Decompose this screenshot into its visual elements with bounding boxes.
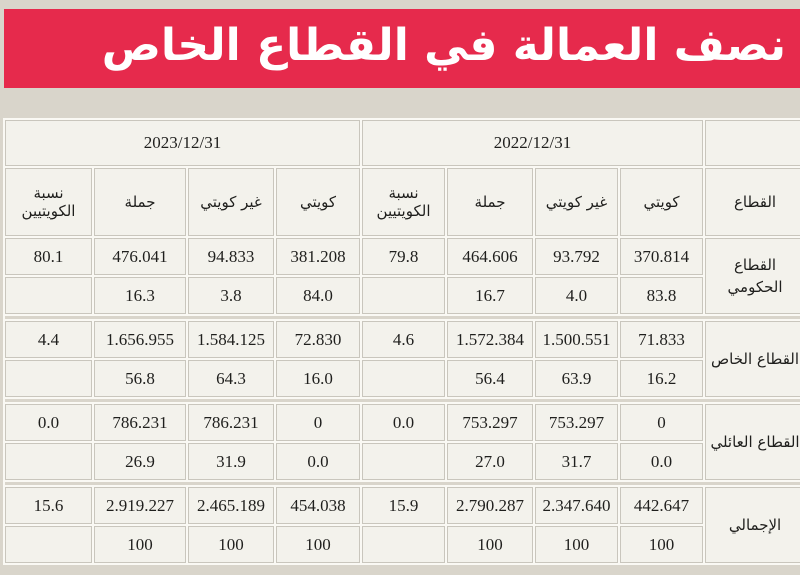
value-cell: 16.7 (447, 277, 534, 314)
value-cell: 4.0 (535, 277, 619, 314)
empty-cell (362, 277, 446, 314)
value-cell: 100 (188, 526, 275, 563)
value-cell: 72.830 (276, 321, 361, 358)
value-cell: 31.9 (188, 443, 275, 480)
value-cell: 0.0 (362, 404, 446, 441)
value-cell: 1.500.551 (535, 321, 619, 358)
employment-table-wrapper: 2022/12/31 2023/12/31 القطاع كويتي غير ك… (3, 118, 800, 565)
empty-cell (362, 526, 446, 563)
value-cell: 0 (276, 404, 361, 441)
value-cell: 442.647 (620, 487, 704, 524)
value-cell: 786.231 (188, 404, 275, 441)
value-cell: 16.3 (94, 277, 187, 314)
table-row-government-shares: 83.8 4.0 16.7 84.0 3.8 16.3 (5, 277, 800, 314)
value-cell: 83.8 (620, 277, 704, 314)
column-header-kuwaiti-2022: كويتي (620, 168, 704, 236)
value-cell: 753.297 (535, 404, 619, 441)
table-row-government-counts: القطاع الحكومي 370.814 93.792 464.606 79… (5, 238, 800, 314)
value-cell: 79.8 (362, 238, 446, 275)
value-cell: 100 (94, 526, 187, 563)
value-cell: 476.041 (94, 238, 187, 275)
value-cell: 2.347.640 (535, 487, 619, 524)
value-cell: 2.790.287 (447, 487, 534, 524)
value-cell: 4.6 (362, 321, 446, 358)
sector-label-family: القطاع العائلي (705, 404, 800, 480)
table-row-private-shares: 16.2 63.9 56.4 16.0 64.3 56.8 (5, 360, 800, 397)
value-cell: 100 (276, 526, 361, 563)
value-cell: 16.2 (620, 360, 704, 397)
table-row-total-counts: الإجمالي 442.647 2.347.640 2.790.287 15.… (5, 487, 800, 563)
empty-cell (362, 360, 446, 397)
value-cell: 71.833 (620, 321, 704, 358)
value-cell: 786.231 (94, 404, 187, 441)
value-cell: 464.606 (447, 238, 534, 275)
value-cell: 31.7 (535, 443, 619, 480)
value-cell: 4.4 (5, 321, 93, 358)
column-header-kuwaiti-2023: كويتي (276, 168, 361, 236)
value-cell: 15.9 (362, 487, 446, 524)
empty-cell (5, 526, 93, 563)
value-cell: 94.833 (188, 238, 275, 275)
value-cell: 27.0 (447, 443, 534, 480)
sector-label-government: القطاع الحكومي (705, 238, 800, 314)
value-cell: 381.208 (276, 238, 361, 275)
value-cell: 0.0 (5, 404, 93, 441)
value-cell: 0 (620, 404, 704, 441)
column-header-kuwaiti-pct-2022: نسبة الكويتيين (362, 168, 446, 236)
value-cell: 56.4 (447, 360, 534, 397)
year-header-row: 2022/12/31 2023/12/31 (5, 120, 800, 166)
group-separator (5, 399, 800, 402)
table-row-family-shares: 0.0 31.7 27.0 0.0 31.9 26.9 (5, 443, 800, 480)
value-cell: 370.814 (620, 238, 704, 275)
value-cell: 0.0 (620, 443, 704, 480)
column-header-total-2022: جملة (447, 168, 534, 236)
value-cell: 16.0 (276, 360, 361, 397)
column-header-kuwaiti-pct-2023: نسبة الكويتيين (5, 168, 93, 236)
group-separator (5, 316, 800, 319)
empty-cell (5, 277, 93, 314)
year-header-2022: 2022/12/31 (362, 120, 704, 166)
empty-cell (5, 443, 93, 480)
value-cell: 100 (447, 526, 534, 563)
column-header-sector: القطاع (705, 168, 800, 236)
value-cell: 2.919.227 (94, 487, 187, 524)
value-cell: 15.6 (5, 487, 93, 524)
column-header-non-kuwaiti-2022: غير كويتي (535, 168, 619, 236)
headline-title: نصف العمالة في القطاع الخاص (101, 19, 787, 71)
headline-banner: نصف العمالة في القطاع الخاص (4, 9, 800, 88)
table-row-private-counts: القطاع الخاص 71.833 1.500.551 1.572.384 … (5, 321, 800, 397)
value-cell: 100 (535, 526, 619, 563)
corner-cell (705, 120, 800, 166)
value-cell: 1.656.955 (94, 321, 187, 358)
sector-label-private: القطاع الخاص (705, 321, 800, 397)
value-cell: 0.0 (276, 443, 361, 480)
value-cell: 1.572.384 (447, 321, 534, 358)
group-separator (5, 482, 800, 485)
empty-cell (362, 443, 446, 480)
value-cell: 63.9 (535, 360, 619, 397)
table-row-family-counts: القطاع العائلي 0 753.297 753.297 0.0 0 7… (5, 404, 800, 480)
employment-table: 2022/12/31 2023/12/31 القطاع كويتي غير ك… (3, 118, 800, 565)
table-row-total-shares: 100 100 100 100 100 100 (5, 526, 800, 563)
value-cell: 84.0 (276, 277, 361, 314)
value-cell: 3.8 (188, 277, 275, 314)
value-cell: 1.584.125 (188, 321, 275, 358)
value-cell: 753.297 (447, 404, 534, 441)
sector-label-total: الإجمالي (705, 487, 800, 563)
value-cell: 2.465.189 (188, 487, 275, 524)
value-cell: 80.1 (5, 238, 93, 275)
empty-cell (5, 360, 93, 397)
value-cell: 93.792 (535, 238, 619, 275)
column-header-total-2023: جملة (94, 168, 187, 236)
year-header-2023: 2023/12/31 (5, 120, 361, 166)
value-cell: 454.038 (276, 487, 361, 524)
value-cell: 26.9 (94, 443, 187, 480)
value-cell: 64.3 (188, 360, 275, 397)
column-header-non-kuwaiti-2023: غير كويتي (188, 168, 275, 236)
value-cell: 56.8 (94, 360, 187, 397)
value-cell: 100 (620, 526, 704, 563)
column-header-row: القطاع كويتي غير كويتي جملة نسبة الكويتي… (5, 168, 800, 236)
